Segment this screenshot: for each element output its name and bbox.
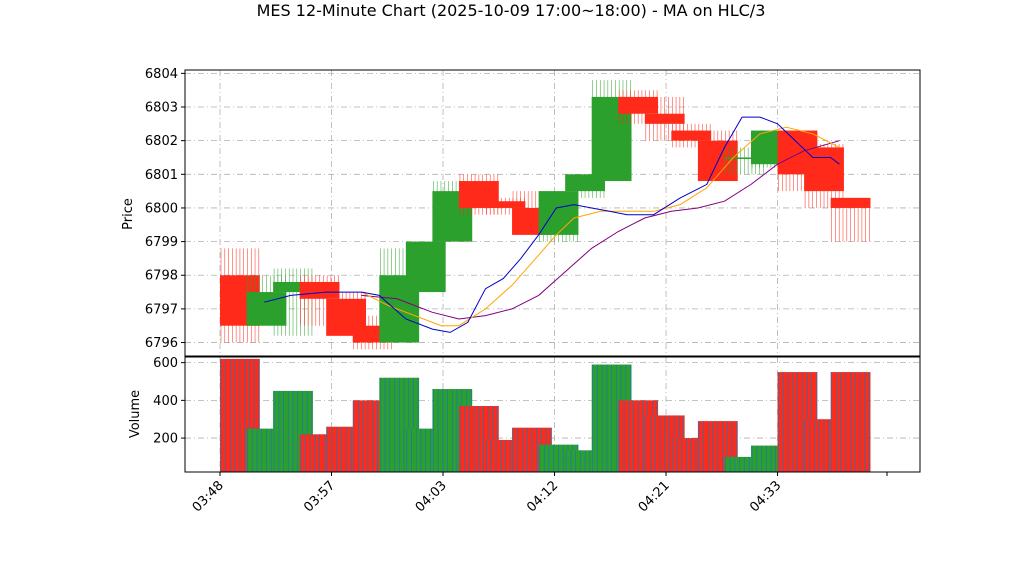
candle-body [405, 241, 446, 293]
x-tick-label: 03:48 [190, 478, 227, 515]
price-panel: 6796 6797 6798 6799 6800 6801 6802 6803 6804 [145, 67, 921, 357]
volume-tick-label: 400 [153, 394, 178, 409]
price-tick-label: 6802 [145, 134, 178, 149]
price-tick-label: 6797 [145, 302, 178, 317]
volume-bar [830, 372, 871, 472]
volume-panel: 200 400 600 [153, 356, 921, 473]
price-tick-label: 6803 [145, 101, 178, 116]
candle-body [299, 281, 340, 299]
volume-bar [458, 406, 499, 472]
x-tick-label: 04:33 [747, 478, 784, 515]
candle [804, 144, 844, 208]
price-tick-label: 6800 [145, 201, 178, 216]
volume-bar [220, 358, 260, 472]
candle [405, 241, 446, 293]
volume-tick-label: 200 [153, 432, 178, 447]
candle-body [724, 157, 765, 159]
x-tick-label: 03:57 [301, 478, 338, 515]
volume-axes-frame [184, 356, 921, 473]
x-tick-label: 04:21 [636, 478, 673, 515]
chart-title: MES 12-Minute Chart (2025-10-09 17:00~18… [257, 1, 766, 20]
candle-body [644, 113, 685, 124]
candle-body [273, 281, 313, 293]
price-axis-label: Price [121, 198, 136, 230]
ma-slow-line [361, 140, 840, 320]
x-axis: 03:48 03:57 04:03 04:12 04:21 04:33 [190, 472, 888, 515]
ma-mid-line [361, 126, 840, 327]
candle-body [671, 130, 712, 141]
candle-body [830, 197, 871, 208]
candle-body [618, 96, 659, 114]
price-tick-label: 6804 [145, 67, 178, 82]
candle [538, 191, 579, 242]
candle-body [485, 201, 526, 208]
ma-fast-line [264, 116, 840, 333]
candle-body [538, 191, 579, 235]
candle-body [804, 147, 844, 192]
price-axes-frame [184, 69, 921, 357]
volume-tick-label: 600 [153, 356, 178, 371]
candle-body [246, 292, 287, 326]
price-tick-label: 6796 [145, 336, 178, 351]
price-tick-label: 6801 [145, 168, 178, 183]
volume-axis-label: Volume [128, 390, 143, 438]
candle [830, 197, 871, 242]
price-tick-label: 6799 [145, 235, 178, 250]
candle [379, 248, 420, 343]
x-tick-label: 04:03 [413, 478, 450, 515]
x-tick-label: 04:12 [524, 478, 561, 515]
price-tick-label: 6798 [145, 269, 178, 284]
